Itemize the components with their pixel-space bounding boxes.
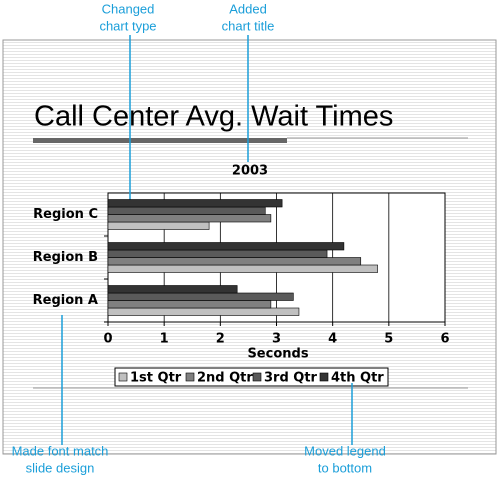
legend-swatch xyxy=(118,372,128,382)
x-axis-label: Seconds xyxy=(247,347,308,362)
chart-title: 2003 xyxy=(232,164,268,179)
bar xyxy=(107,206,266,215)
bar xyxy=(107,285,238,294)
x-tick-label: 1 xyxy=(160,332,169,347)
legend-label: 4th Qtr xyxy=(331,371,384,386)
bar xyxy=(107,307,300,316)
x-tick-label: 5 xyxy=(384,332,393,347)
slide-title: Call Center Avg. Wait Times xyxy=(34,101,393,133)
callout-text: Changed xyxy=(102,1,155,16)
legend-label: 3rd Qtr xyxy=(264,371,318,386)
y-tick-label: Region C xyxy=(33,207,98,222)
x-tick-label: 2 xyxy=(216,332,225,347)
title-underline xyxy=(33,138,287,143)
bar xyxy=(107,257,362,266)
legend-swatch xyxy=(319,372,329,382)
bar xyxy=(107,249,328,258)
bar xyxy=(107,292,294,301)
legend-label: 2nd Qtr xyxy=(197,371,253,386)
legend-swatch xyxy=(185,372,195,382)
callout-lines xyxy=(61,35,353,445)
callout-text: Made font match xyxy=(12,443,109,458)
bar xyxy=(107,221,210,230)
y-tick-label: Region A xyxy=(33,293,98,308)
legend xyxy=(114,367,389,387)
bar xyxy=(107,214,272,223)
bar xyxy=(107,300,272,309)
x-tick-label: 6 xyxy=(440,332,449,347)
bar xyxy=(107,242,345,251)
legend-swatch xyxy=(252,372,262,382)
callout-text: chart title xyxy=(222,18,275,33)
x-tick-label: 0 xyxy=(103,332,112,347)
callout-text: slide design xyxy=(26,460,95,475)
callout-text: chart type xyxy=(99,18,156,33)
y-tick-label: Region B xyxy=(33,250,98,265)
bar xyxy=(107,199,283,208)
callout-text: Moved legend xyxy=(304,443,386,458)
x-tick-label: 4 xyxy=(328,332,337,347)
x-tick-label: 3 xyxy=(272,332,281,347)
callout-text: to bottom xyxy=(318,460,372,475)
callout-text: Added xyxy=(229,1,267,16)
legend-label: 1st Qtr xyxy=(130,371,182,386)
bar xyxy=(107,264,378,273)
